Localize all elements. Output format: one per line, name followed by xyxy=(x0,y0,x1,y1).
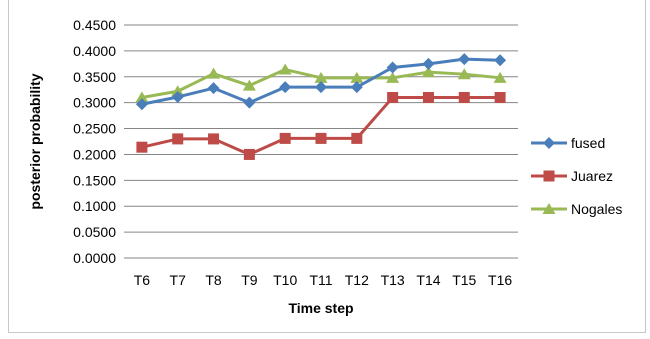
x-tick-label: T10 xyxy=(273,272,297,288)
y-tick-label: 0.0500 xyxy=(73,224,116,240)
series-juarez xyxy=(136,91,506,160)
data-point xyxy=(278,63,292,75)
chart-frame xyxy=(8,0,646,333)
data-point xyxy=(136,141,148,153)
data-point xyxy=(458,53,471,66)
legend-marker xyxy=(542,203,556,214)
legend-marker xyxy=(543,137,555,149)
data-point xyxy=(314,71,328,83)
data-point xyxy=(386,71,400,83)
data-point xyxy=(494,91,506,103)
data-point xyxy=(279,132,291,144)
data-point xyxy=(243,148,255,160)
x-tick-label: T11 xyxy=(309,272,332,288)
data-point xyxy=(172,133,184,145)
y-tick-labels: 0.0000 0.0500 0.1000 0.1500 0.2000 0.2500 0.30… xyxy=(73,17,116,266)
x-tick-label: T15 xyxy=(452,272,476,288)
y-tick-label: 0.3500 xyxy=(73,69,116,85)
y-axis-title: posterior probability xyxy=(27,73,43,209)
data-point xyxy=(422,57,435,70)
legend-label: Nogales xyxy=(571,201,622,217)
y-tick-label: 0.4500 xyxy=(73,17,116,33)
data-point xyxy=(171,85,185,97)
series-fused xyxy=(135,53,507,111)
data-point xyxy=(135,91,149,103)
data-point xyxy=(387,91,399,103)
legend-label: Juarez xyxy=(571,168,613,184)
data-point xyxy=(494,54,507,67)
x-tick-label: T13 xyxy=(381,272,405,288)
x-axis-title: Time step xyxy=(288,300,353,316)
x-tick-label: T16 xyxy=(488,272,512,288)
data-point xyxy=(421,66,435,78)
data-point xyxy=(350,71,364,83)
data-point xyxy=(350,81,363,94)
y-tick-label: 0.2000 xyxy=(73,146,116,162)
legend-item-fused: fused xyxy=(531,135,605,151)
data-point xyxy=(315,132,327,144)
legend-item-juarez: Juarez xyxy=(531,168,613,184)
legend-marker xyxy=(543,170,555,182)
data-point xyxy=(315,81,327,94)
data-point xyxy=(422,91,434,103)
data-point xyxy=(207,82,220,95)
data-point xyxy=(243,96,256,109)
x-tick-labels: T6 T7 T8 T9 T10 T11 T12 T13 T14 T15 T16 xyxy=(134,272,513,288)
data-point xyxy=(386,61,399,74)
data-point xyxy=(458,91,470,103)
data-point xyxy=(135,98,148,111)
x-tick-label: T9 xyxy=(241,272,258,288)
y-tick-label: 0.1000 xyxy=(73,198,116,214)
x-tick-label: T12 xyxy=(345,272,369,288)
legend-label: fused xyxy=(571,135,605,151)
legend: fused Juarez Nogales xyxy=(531,135,622,217)
x-tick-label: T6 xyxy=(134,272,151,288)
data-point xyxy=(493,71,507,83)
data-point xyxy=(242,79,256,91)
y-tick-label: 0.4000 xyxy=(73,43,116,59)
y-tick-label: 0.0000 xyxy=(73,250,116,266)
data-point xyxy=(351,132,363,144)
data-point xyxy=(208,133,220,145)
y-tick-label: 0.3000 xyxy=(73,95,116,111)
y-tick-label: 0.2500 xyxy=(73,121,116,137)
data-point xyxy=(279,81,292,94)
data-point xyxy=(457,68,471,80)
x-tick-label: T14 xyxy=(416,272,440,288)
y-tick-label: 0.1500 xyxy=(73,172,116,188)
series-line xyxy=(141,95,501,156)
legend-item-nogales: Nogales xyxy=(531,201,622,217)
series-layer xyxy=(135,53,507,160)
series-nogales xyxy=(135,63,507,103)
x-tick-label: T7 xyxy=(170,272,187,288)
data-point xyxy=(171,90,184,103)
x-tick-label: T8 xyxy=(205,272,222,288)
data-point xyxy=(207,67,221,79)
